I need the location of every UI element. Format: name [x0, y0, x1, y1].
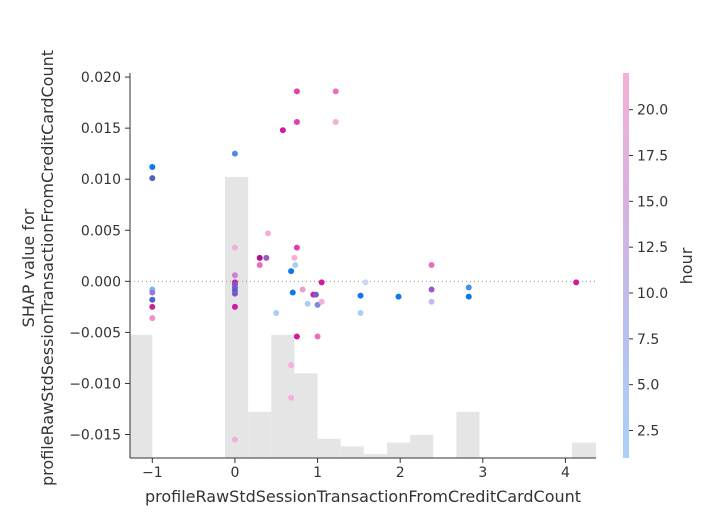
scatter-point: [264, 230, 271, 237]
scatter-point: [299, 286, 306, 293]
scatter-point: [273, 309, 280, 316]
colorbar: [623, 73, 629, 458]
colorbar-tick-label: 17.5: [637, 149, 668, 165]
scatter-point: [362, 279, 369, 286]
scatter-point: [292, 261, 299, 268]
colorbar-ticks: 2.5 5.0 7.5 10.0 12.5 15.0 17.5 20.0: [629, 103, 668, 440]
scatter-point: [314, 301, 321, 308]
colorbar-title: hour: [677, 247, 696, 284]
y-tick-label: 0.000: [81, 274, 121, 290]
y-tick-label: 0.010: [81, 172, 121, 188]
histogram-bar: [130, 334, 153, 458]
scatter-point: [314, 333, 321, 340]
scatter-point: [149, 303, 156, 310]
y-axis-ticks: 0.020 0.015 0.010 0.005 0.000 −0.005 −0.010 −0.…: [69, 70, 130, 444]
colorbar-tick-label: 10.0: [637, 286, 668, 302]
x-axis-ticks: −1 0 1 2 3 4: [142, 458, 570, 481]
scatter-point: [149, 163, 156, 170]
scatter-point: [428, 286, 435, 293]
scatter-point: [318, 279, 325, 286]
scatter-point: [231, 150, 238, 157]
histogram-bar: [386, 442, 411, 458]
x-tick-label: 1: [313, 465, 322, 481]
colorbar-tick-label: 15.0: [637, 194, 668, 210]
scatter-point: [357, 292, 364, 299]
scatter-point: [288, 362, 295, 369]
scatter-point: [231, 290, 238, 297]
scatter-point: [279, 127, 286, 134]
scatter-point: [263, 254, 270, 261]
scatter-point: [293, 88, 300, 95]
histogram-bar: [340, 446, 364, 458]
scatter-point: [332, 119, 339, 126]
scatter-point: [465, 284, 472, 291]
scatter-point: [395, 293, 402, 300]
histogram-bar: [363, 454, 387, 458]
x-tick-label: 0: [230, 465, 239, 481]
scatter-point: [231, 272, 238, 279]
colorbar-tick-label: 5.0: [637, 378, 659, 394]
scatter-point: [288, 268, 295, 275]
x-tick-label: 2: [396, 465, 405, 481]
scatter-point: [573, 279, 580, 286]
scatter-point: [149, 315, 156, 322]
y-tick-label: 0.015: [81, 121, 121, 137]
y-axis-title-line1: SHAP value for: [19, 208, 38, 327]
colorbar-tick-label: 2.5: [637, 424, 659, 440]
scatter-point: [288, 394, 295, 401]
y-tick-label: −0.015: [69, 428, 121, 444]
scatter-point: [149, 175, 156, 182]
scatter-point: [332, 88, 339, 95]
histogram: [130, 176, 596, 458]
scatter-point: [357, 309, 364, 316]
scatter-point: [289, 289, 296, 296]
x-axis-title: profileRawStdSessionTransactionFromCredi…: [145, 487, 581, 506]
scatter-point: [291, 254, 298, 261]
scatter-point: [465, 293, 472, 300]
y-tick-label: 0.005: [81, 223, 121, 239]
scatter-point: [231, 303, 238, 310]
scatter-point: [428, 298, 435, 305]
scatter-point: [293, 119, 300, 126]
scatter-point: [318, 298, 325, 305]
scatter-point: [256, 254, 263, 261]
scatter-point: [231, 436, 238, 443]
histogram-bar: [294, 373, 318, 458]
scatter-points: [149, 88, 580, 443]
colorbar-tick-label: 7.5: [637, 332, 659, 348]
histogram-bar: [248, 411, 272, 458]
y-tick-label: −0.010: [69, 376, 121, 392]
y-axis-title-line2: profileRawStdSessionTransactionFromCredi…: [38, 50, 57, 486]
scatter-point: [293, 333, 300, 340]
histogram-bar: [410, 434, 434, 458]
colorbar-tick-label: 20.0: [637, 103, 668, 119]
y-tick-label: 0.020: [81, 70, 121, 86]
scatter-point: [256, 261, 263, 268]
histogram-bar: [572, 442, 596, 458]
x-tick-label: 4: [561, 465, 570, 481]
scatter-point: [149, 289, 156, 296]
scatter-point: [428, 261, 435, 268]
histogram-bar: [317, 438, 341, 458]
scatter-point: [293, 244, 300, 251]
scatter-point: [149, 296, 156, 303]
scatter-point: [304, 300, 311, 307]
x-tick-label: −1: [142, 465, 163, 481]
x-tick-label: 3: [478, 465, 487, 481]
scatter-point: [312, 291, 319, 298]
colorbar-tick-label: 12.5: [637, 240, 668, 256]
scatter-point: [231, 244, 238, 251]
histogram-bar: [225, 176, 249, 458]
histogram-bar: [456, 411, 480, 458]
y-tick-label: −0.005: [69, 325, 121, 341]
